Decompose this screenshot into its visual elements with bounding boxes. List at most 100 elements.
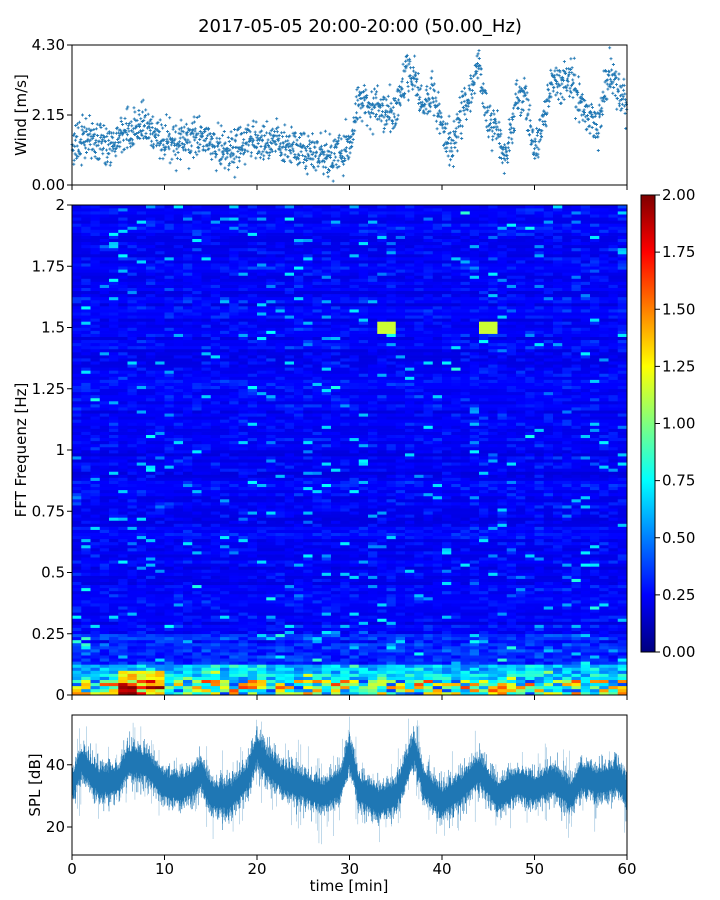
spectrogram-cell [617, 642, 628, 647]
spectrogram-cell [340, 578, 350, 582]
spectrogram-cell [90, 508, 110, 512]
spectrogram-cell [90, 529, 101, 533]
spectrogram-cell [442, 624, 452, 628]
spectrogram-cell [321, 606, 332, 610]
wind-point [413, 54, 417, 58]
spectrogram-cell [617, 535, 628, 540]
spectrogram-cell [275, 661, 286, 665]
spectrogram-cell [238, 646, 249, 650]
wind-point [509, 123, 512, 127]
spectrogram-cell [72, 563, 82, 567]
spectrogram-cell [136, 612, 156, 616]
wind-point [331, 161, 334, 165]
spectrogram-cell [617, 575, 628, 579]
spectrogram-cell [81, 587, 91, 592]
spectrogram-cell [590, 508, 600, 512]
spectrogram-cell [358, 578, 387, 582]
spectrogram-cell [266, 630, 286, 635]
spectrogram-cell [599, 679, 609, 684]
spectrogram-cell [590, 551, 600, 555]
spectrogram-cell [553, 624, 563, 628]
spectrogram-cell [127, 514, 147, 518]
spectrogram-cell [479, 600, 489, 604]
spectrogram-cell [294, 566, 304, 570]
spectrogram-cell [210, 642, 221, 647]
spectrogram-cell [229, 633, 239, 638]
spectrogram-cell [72, 529, 82, 533]
wind-point [499, 128, 503, 132]
spectrogram-cell [497, 529, 508, 533]
wind-point [409, 79, 413, 83]
spectrogram-cell [155, 603, 165, 607]
spectrogram-cell [109, 529, 119, 533]
spectrogram-cell [506, 627, 517, 631]
wind-point [281, 145, 285, 149]
wind-point [589, 110, 593, 114]
spectrogram-cell [164, 679, 175, 684]
spectrogram-cell [580, 505, 591, 509]
spectrogram-cell [571, 630, 582, 635]
spectrogram-cell [247, 655, 258, 659]
spectrogram-cell [469, 572, 480, 576]
spectrogram-cell [127, 520, 138, 524]
spectrogram-cell [358, 548, 369, 552]
spectrogram-cell [590, 679, 600, 684]
spectrogram-cell [479, 658, 489, 662]
wind-point [432, 82, 436, 86]
spectrogram-cell [617, 548, 628, 552]
spectrogram-cell [340, 505, 350, 509]
wind-point [360, 97, 364, 100]
spectrogram-cell [238, 618, 267, 622]
spectrogram-cell [109, 538, 119, 543]
spectrogram-cell [127, 624, 138, 628]
wind-point [98, 122, 102, 126]
spectrogram-cell [562, 664, 582, 668]
spectrogram-cell [562, 685, 572, 690]
spectrogram-cell [497, 649, 508, 653]
spectrogram-cell [210, 535, 221, 540]
spectrogram-cell [136, 618, 147, 622]
spectrogram-cell [479, 642, 489, 647]
spectrogram-cell [423, 655, 434, 659]
spectrogram-cell [386, 685, 397, 690]
spectrogram-cell [72, 520, 82, 524]
spectrogram-cell [238, 554, 249, 558]
wind-point [454, 130, 458, 134]
spectrogram-cell [423, 551, 434, 555]
wind-point [118, 145, 122, 149]
spectrogram-cell [386, 649, 397, 653]
wind-point [114, 154, 118, 158]
spectrogram-cell [72, 535, 82, 540]
spectrogram-cell [349, 517, 360, 521]
wind-point [555, 91, 559, 95]
spectrogram-cell [127, 538, 138, 543]
wind-point [273, 130, 277, 134]
spectrogram-cell [349, 581, 378, 586]
spectrogram-cell [571, 676, 582, 680]
wind-point [536, 155, 540, 159]
spectrogram-cell [72, 505, 128, 509]
spectrogram-cell [479, 667, 489, 671]
wind-point [134, 132, 138, 135]
spectrogram-cell [423, 664, 434, 668]
spectrogram-cell [432, 511, 443, 515]
spectrogram-cell [414, 554, 424, 558]
wind-point [571, 96, 575, 100]
spectrogram-cell [479, 566, 489, 570]
spectrogram-cell [331, 664, 341, 668]
wind-point [207, 147, 211, 151]
wind-point [79, 137, 83, 141]
spectrogram-cell [395, 593, 406, 598]
spectrogram-cell [229, 621, 239, 625]
spectrogram-cell [109, 606, 119, 610]
spectrogram-cell [442, 658, 452, 662]
spectrogram-cell [571, 639, 582, 644]
spectrogram-cell [340, 563, 350, 567]
spectrogram-cell [118, 557, 138, 561]
wind-point [405, 53, 409, 57]
spectrogram-cell [534, 587, 545, 592]
spectrogram-cell [497, 600, 508, 604]
spectrogram-cell [368, 551, 378, 555]
wind-point [83, 156, 87, 160]
spectrogram-cell [284, 514, 295, 518]
